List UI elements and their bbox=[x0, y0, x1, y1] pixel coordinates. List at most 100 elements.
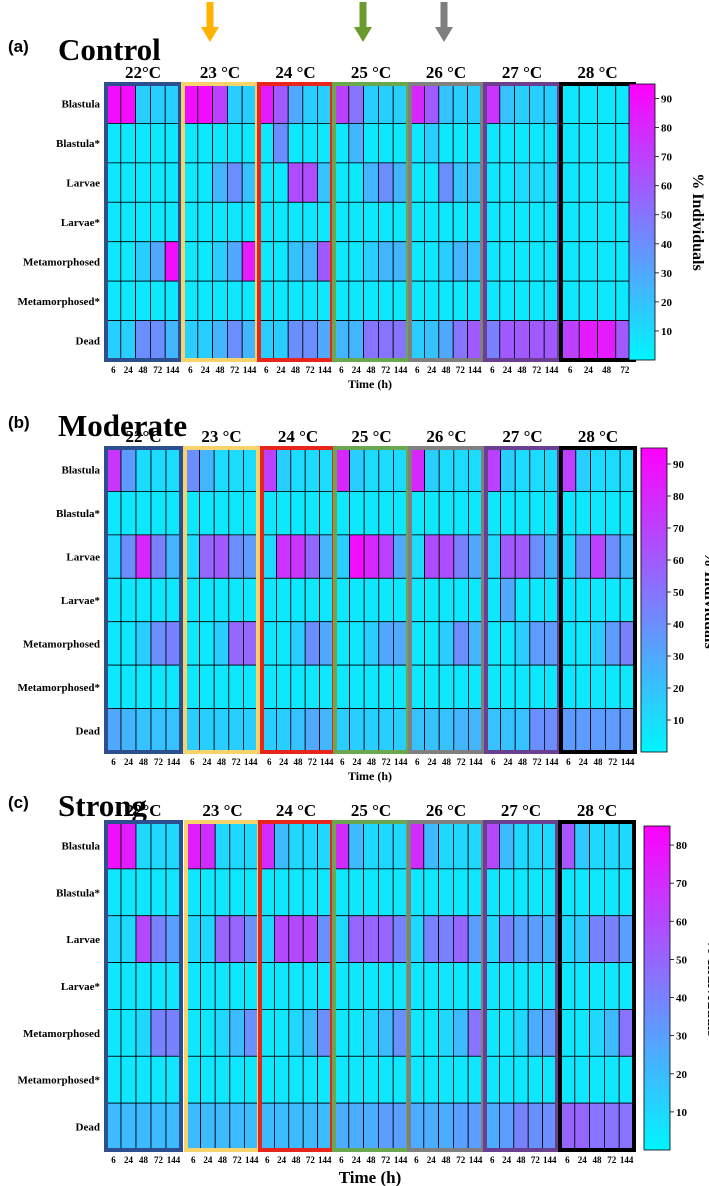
heatmap-cell bbox=[288, 821, 304, 870]
heatmap-cell bbox=[105, 123, 122, 164]
row-label: Metamorphosed bbox=[23, 1028, 100, 1040]
heatmap-cell bbox=[452, 868, 469, 917]
colorbar-tick-label: 30 bbox=[673, 651, 685, 663]
heatmap-cell bbox=[543, 123, 560, 164]
heatmap-cell bbox=[214, 915, 231, 963]
heatmap-cell bbox=[317, 1102, 333, 1151]
time-tick-label: 6 bbox=[490, 1155, 495, 1165]
heatmap-cell bbox=[258, 320, 275, 361]
heatmap-cell bbox=[378, 621, 394, 666]
heatmap-cell bbox=[453, 491, 469, 536]
time-tick-label: 6 bbox=[415, 757, 420, 767]
time-tick-label: 48 bbox=[442, 1155, 452, 1165]
heatmap-cell bbox=[513, 962, 529, 1010]
row-label: Larvae* bbox=[61, 217, 101, 229]
time-tick-label: 6 bbox=[265, 1155, 270, 1165]
heatmap-cell bbox=[275, 447, 292, 492]
heatmap-cell bbox=[290, 621, 306, 666]
heatmap-cell bbox=[423, 1055, 439, 1104]
heatmap-cell bbox=[589, 1102, 605, 1151]
heatmap-cell bbox=[574, 821, 590, 870]
arrow-marker bbox=[435, 2, 453, 42]
heatmap-cell bbox=[302, 162, 318, 203]
heatmap-cell bbox=[467, 320, 483, 361]
heatmap-cell bbox=[484, 83, 501, 124]
heatmap-cell bbox=[261, 534, 277, 579]
temperature-label: 22°C bbox=[125, 801, 161, 820]
heatmap-cell bbox=[275, 708, 292, 753]
heatmap-cell bbox=[302, 1009, 319, 1057]
heatmap-cell bbox=[484, 162, 501, 203]
heatmap-cell bbox=[467, 447, 484, 492]
row-label: Larvae* bbox=[61, 595, 101, 607]
heatmap-cell bbox=[543, 280, 560, 321]
heatmap-cell bbox=[333, 162, 350, 203]
heatmap-cell bbox=[438, 962, 454, 1010]
heatmap-cell bbox=[529, 320, 545, 361]
temperature-block: 23 °C 6 24 48 72 144 bbox=[183, 427, 260, 767]
heatmap-cell bbox=[484, 123, 501, 164]
temperature-label: 28 °C bbox=[577, 801, 617, 820]
temperature-label: 28 °C bbox=[577, 63, 617, 82]
heatmap-cell bbox=[105, 1009, 122, 1057]
heatmap-cell bbox=[149, 241, 166, 282]
heatmap-cell bbox=[392, 1009, 409, 1057]
heatmap-cell bbox=[438, 162, 454, 203]
heatmap-cell bbox=[304, 621, 321, 666]
heatmap-cell bbox=[302, 123, 318, 164]
heatmap-cell bbox=[226, 162, 243, 203]
heatmap-cell bbox=[363, 1009, 379, 1057]
heatmap-cell bbox=[513, 915, 529, 963]
heatmap-cell bbox=[333, 201, 350, 243]
heatmap-cell bbox=[302, 915, 319, 963]
heatmap-cell bbox=[452, 280, 469, 321]
time-tick-label: 48 bbox=[442, 365, 452, 375]
time-tick-label: 72 bbox=[533, 757, 543, 767]
heatmap-cell bbox=[135, 280, 151, 321]
heatmap-cell bbox=[575, 664, 591, 709]
heatmap-cell bbox=[575, 447, 591, 492]
heatmap-cell bbox=[498, 962, 515, 1010]
heatmap-cell bbox=[605, 491, 621, 536]
heatmap-cell bbox=[197, 123, 214, 164]
heatmap-cell bbox=[105, 162, 122, 203]
heatmap-cell bbox=[559, 915, 576, 963]
time-tick-label: 6 bbox=[339, 1155, 344, 1165]
heatmap-cell bbox=[578, 123, 598, 164]
heatmap-cell bbox=[544, 534, 560, 579]
heatmap-cell bbox=[228, 621, 244, 666]
heatmap-cell bbox=[135, 1102, 152, 1151]
heatmap-cell bbox=[317, 868, 333, 917]
heatmap-cell bbox=[467, 201, 483, 243]
colorbar-tick-label: 50 bbox=[661, 210, 673, 222]
time-tick-label: 48 bbox=[294, 757, 304, 767]
temperature-block: 26 °C 6 24 48 72 144 bbox=[408, 63, 484, 375]
colorbar-tick-label: 20 bbox=[673, 683, 685, 695]
colorbar-tick-label: 60 bbox=[661, 181, 673, 193]
heatmap-cell bbox=[377, 1055, 394, 1104]
time-tick-label: 6 bbox=[111, 365, 116, 375]
heatmap-cell bbox=[377, 83, 394, 124]
heatmap-cell bbox=[287, 280, 304, 321]
row-label: Blastula* bbox=[56, 887, 101, 899]
heatmap-cell bbox=[150, 447, 167, 492]
heatmap-cell bbox=[214, 1009, 231, 1057]
heatmap-cell bbox=[316, 162, 333, 203]
heatmap-cell bbox=[438, 577, 455, 623]
heatmap-cell bbox=[165, 1009, 182, 1057]
heatmap-cell bbox=[543, 201, 560, 243]
heatmap-cell bbox=[589, 915, 605, 963]
heatmap-cell bbox=[438, 708, 455, 753]
heatmap-cell bbox=[377, 320, 394, 361]
time-tick-label: 24 bbox=[124, 1155, 134, 1165]
heatmap-cell bbox=[423, 123, 440, 164]
temperature-frame bbox=[559, 446, 637, 754]
time-tick-label: 72 bbox=[608, 757, 618, 767]
heatmap-cell bbox=[120, 868, 137, 917]
heatmap-cell bbox=[165, 577, 182, 623]
heatmap-cell bbox=[423, 821, 439, 870]
heatmap-cell bbox=[120, 83, 137, 124]
heatmap-cell bbox=[453, 708, 469, 753]
heatmap-cell bbox=[135, 491, 152, 536]
row-label: Blastula* bbox=[56, 508, 101, 520]
